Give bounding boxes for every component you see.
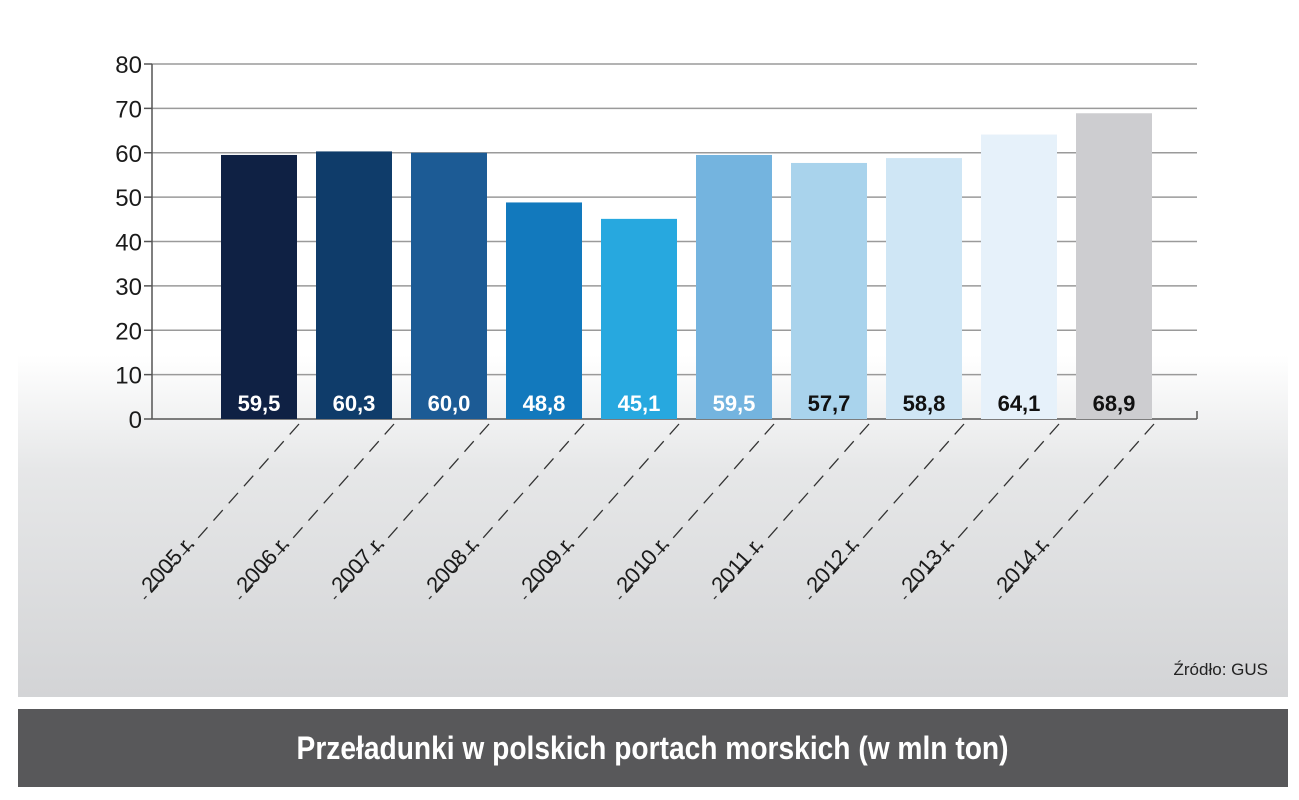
bar-2007: [411, 152, 487, 419]
value-label: 60,3: [333, 391, 376, 416]
bar-2013: [981, 134, 1057, 419]
y-tick-label: 60: [115, 141, 142, 168]
y-tick-label: 80: [115, 52, 142, 79]
y-tick-label: 40: [115, 230, 142, 257]
bar-2011: [791, 162, 867, 420]
category-leader-line: [808, 423, 965, 600]
category-leader-line: [333, 423, 490, 600]
value-label: 68,9: [1093, 391, 1136, 416]
value-label: 64,1: [998, 391, 1041, 416]
bar-2012: [886, 158, 962, 419]
value-label: 59,5: [238, 391, 281, 416]
category-label: 2012 r.: [801, 531, 865, 598]
value-label: 57,7: [808, 391, 851, 416]
category-leader-line: [998, 423, 1155, 600]
category-label: 2014 r.: [991, 531, 1055, 598]
bar-2005: [221, 154, 297, 419]
bars: [221, 113, 1152, 420]
source-note: Źródło: GUS: [1173, 660, 1268, 679]
title-bar: Przeładunki w polskich portach morskich …: [18, 709, 1288, 787]
chart-panel: 0 10 20 30 40 50 60 70 80 59,5 60,3 60,0 48,8 45,1 59…: [18, 0, 1288, 697]
category-leader-line: [143, 423, 300, 600]
category-label: 2006 r.: [231, 531, 295, 598]
bar-2006: [316, 151, 392, 419]
category-labels: 2005 r. 2006 r. 2007 r. 2008 r. 2009 r. 2010 …: [136, 423, 1155, 600]
category-label: 2011 r.: [706, 532, 769, 598]
value-label: 58,8: [903, 391, 946, 416]
category-label: 2005 r.: [136, 531, 200, 598]
value-label: 59,5: [713, 391, 756, 416]
y-tick-label: 30: [115, 274, 142, 301]
chart-title: Przeładunki w polskich portach morskich …: [297, 729, 1009, 766]
category-label: 2013 r.: [896, 531, 960, 598]
value-label: 60,0: [428, 391, 471, 416]
bar-2010: [696, 154, 772, 419]
y-tick-label: 50: [115, 185, 142, 212]
bar-2014: [1076, 113, 1152, 419]
category-leader-line: [238, 423, 395, 600]
category-label: 2008 r.: [421, 531, 485, 598]
value-label: 48,8: [523, 391, 566, 416]
category-leader-line: [618, 423, 775, 600]
y-tick-label: 70: [115, 96, 142, 123]
category-leader-line: [903, 423, 1060, 600]
y-tick-label: 10: [115, 363, 142, 390]
category-label: 2009 r.: [516, 531, 580, 598]
category-label: 2007 r.: [326, 531, 390, 598]
category-leader-line: [713, 423, 870, 600]
bar-2008: [506, 202, 582, 419]
category-label: 2010 r.: [611, 531, 675, 598]
value-labels: 59,5 60,3 60,0 48,8 45,1 59,5 57,7 58,8 64,1 68,9: [238, 391, 1136, 416]
category-leader-line: [428, 423, 585, 600]
y-tick-label: 0: [129, 407, 142, 434]
value-label: 45,1: [618, 391, 661, 416]
category-leader-line: [523, 423, 680, 600]
bar-2009: [601, 218, 677, 419]
y-tick-label: 20: [115, 318, 142, 345]
